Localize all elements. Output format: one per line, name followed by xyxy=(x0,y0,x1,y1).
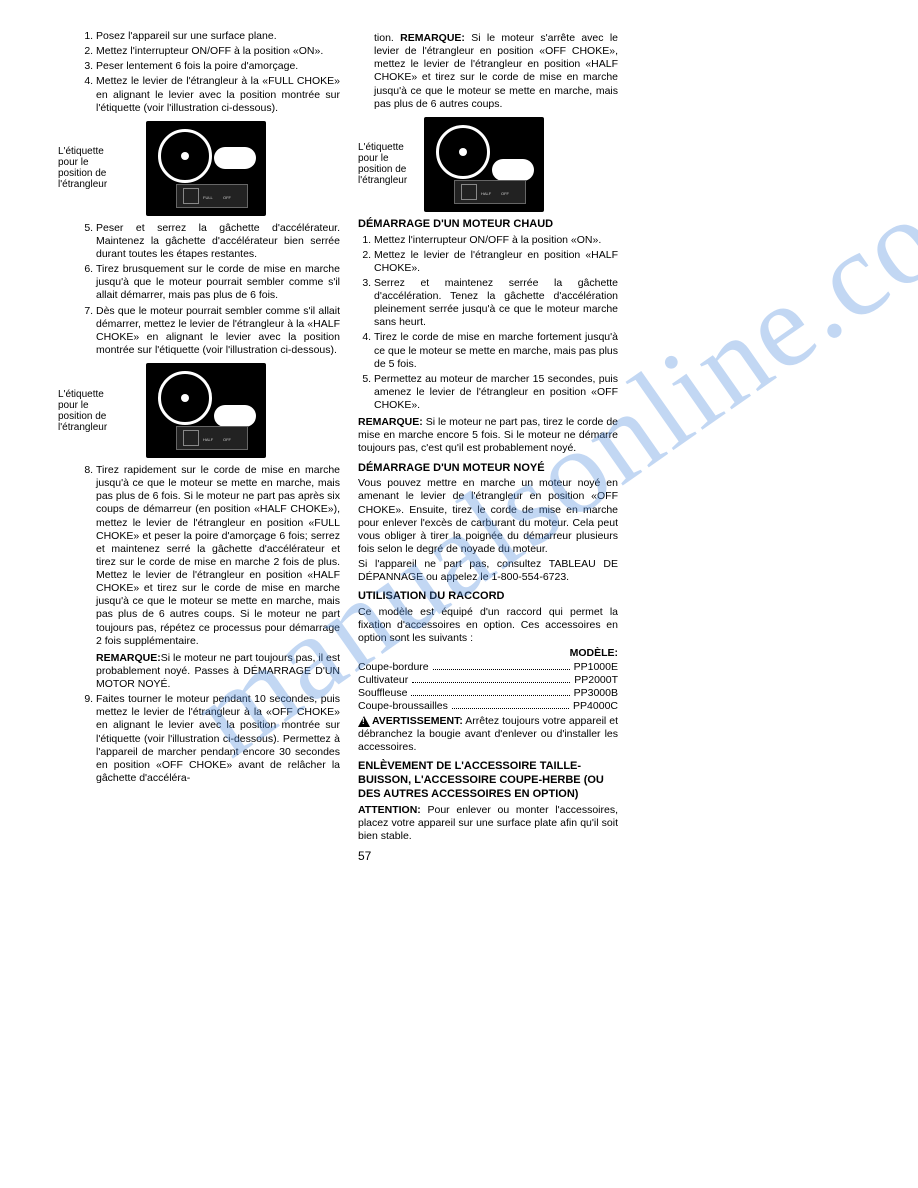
heading-flooded: DÉMARRAGE D'UN MOTEUR NOYÉ xyxy=(358,462,618,476)
choke-diagram-icon: HALFOFF xyxy=(424,117,544,212)
remarque: REMARQUE:Si le moteur ne part toujours p… xyxy=(96,652,340,691)
step: Serrez et maintenez serrée la gâchette d… xyxy=(374,277,618,330)
accessory-model: PP1000E xyxy=(574,661,618,674)
accessory-name: Souffleuse xyxy=(358,687,407,700)
attention: ATTENTION: Pour enlever ou monter l'acce… xyxy=(358,804,618,843)
step: Faites tourner le moteur pendant 10 seco… xyxy=(96,693,340,785)
figure-label: L'étiquette pour le position de l'étrang… xyxy=(58,389,120,433)
warm-steps: Mettez l'interrupteur ON/OFF à la positi… xyxy=(358,234,618,413)
step: Mettez le levier de l'étrangleur en posi… xyxy=(374,249,618,275)
steps-d: Faites tourner le moteur pendant 10 seco… xyxy=(80,693,340,785)
figure-3: L'étiquette pour le position de l'étrang… xyxy=(358,117,618,212)
step: Peser et serrez la gâchette d'accélérate… xyxy=(96,222,340,261)
steps-b: Peser et serrez la gâchette d'accélérate… xyxy=(80,222,340,357)
heading-warm-start: DÉMARRAGE D'UN MOTEUR CHAUD xyxy=(358,218,618,232)
choke-diagram-icon: FULLOFF xyxy=(146,121,266,216)
accessory-intro: Ce modèle est équipé d'un raccord qui pe… xyxy=(358,606,618,645)
accessory-model: PP4000C xyxy=(573,700,618,713)
heading-removal: ENLÈVEMENT DE L'ACCESSOIRE TAILLE-BUISSO… xyxy=(358,760,618,801)
left-column: Posez l'appareil sur une surface plane. … xyxy=(80,30,340,864)
step: Mettez l'interrupteur ON/OFF à la positi… xyxy=(96,45,340,58)
page-number: 57 xyxy=(358,849,618,864)
accessory-name: Cultivateur xyxy=(358,674,408,687)
accessory-row: Cultivateur PP2000T xyxy=(358,674,618,687)
choke-diagram-icon: HALFOFF xyxy=(146,363,266,458)
accessory-name: Coupe-broussailles xyxy=(358,700,448,713)
accessory-name: Coupe-bordure xyxy=(358,661,429,674)
figure-1: L'étiquette pour le position de l'étrang… xyxy=(80,121,340,216)
step: Mettez l'interrupteur ON/OFF à la positi… xyxy=(374,234,618,247)
accessory-row: Souffleuse PP3000B xyxy=(358,687,618,700)
warm-remarque: REMARQUE: Si le moteur ne part pas, tire… xyxy=(358,416,618,455)
step: Tirez le corde de mise en marche forteme… xyxy=(374,331,618,370)
accessory-model: PP3000B xyxy=(574,687,618,700)
step: Peser lentement 6 fois la poire d'amorça… xyxy=(96,60,340,73)
model-header: MODÈLE: xyxy=(358,647,618,660)
heading-accessory: UTILISATION DU RACCORD xyxy=(358,590,618,604)
step: Dès que le moteur pourrait sembler comme… xyxy=(96,305,340,358)
accessory-row: Coupe-broussailles PP4000C xyxy=(358,700,618,713)
accessory-list: Coupe-bordurePP1000ECultivateurPP2000TSo… xyxy=(358,661,618,714)
step: Permettez au moteur de marcher 15 second… xyxy=(374,373,618,412)
right-column: tion. REMARQUE: Si le moteur s'arrête av… xyxy=(358,30,618,864)
figure-2: L'étiquette pour le position de l'étrang… xyxy=(80,363,340,458)
steps-c: Tirez rapidement sur le corde de mise en… xyxy=(80,464,340,648)
steps-a: Posez l'appareil sur une surface plane. … xyxy=(80,30,340,115)
figure-label: L'étiquette pour le position de l'étrang… xyxy=(358,142,420,186)
warning: AVERTISSEMENT: Arrêtez toujours votre ap… xyxy=(358,715,618,754)
flooded-p1: Vous pouvez mettre en marche un moteur n… xyxy=(358,477,618,556)
continuation: tion. REMARQUE: Si le moteur s'arrête av… xyxy=(374,32,618,111)
step: Tirez brusquement sur le corde de mise e… xyxy=(96,263,340,302)
flooded-p2: Si l'appareil ne part pas, consultez TAB… xyxy=(358,558,618,584)
figure-label: L'étiquette pour le position de l'étrang… xyxy=(58,146,120,190)
warning-triangle-icon xyxy=(358,716,370,727)
step: Mettez le levier de l'étrangleur à la «F… xyxy=(96,75,340,114)
accessory-model: PP2000T xyxy=(574,674,618,687)
accessory-row: Coupe-bordure PP1000E xyxy=(358,661,618,674)
step: Tirez rapidement sur le corde de mise en… xyxy=(96,464,340,648)
step: Posez l'appareil sur une surface plane. xyxy=(96,30,340,43)
